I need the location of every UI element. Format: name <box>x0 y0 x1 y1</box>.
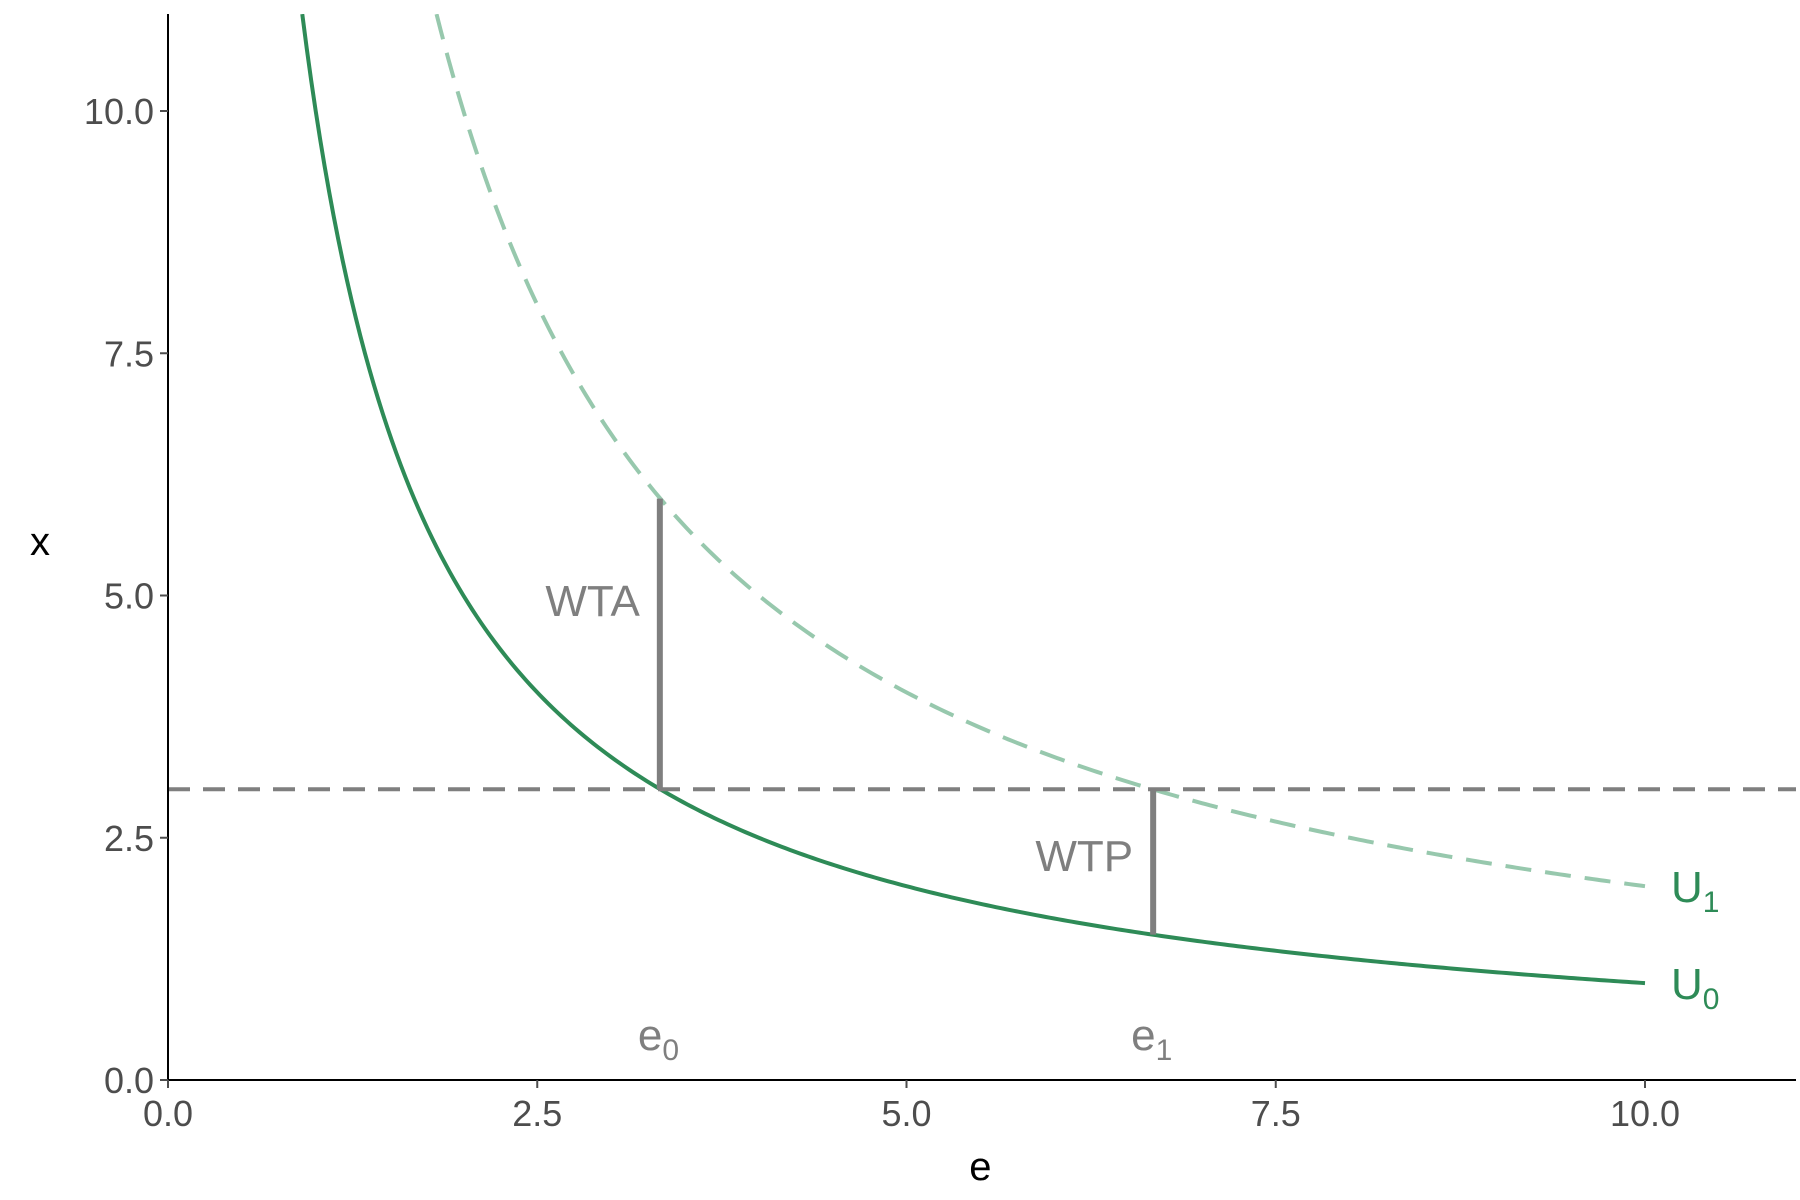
marker-subscript: 0 <box>662 1034 679 1067</box>
x-tick-label: 5.0 <box>881 1093 931 1134</box>
y-tick: 0.0 <box>104 1060 168 1101</box>
x-tick-label: 0.0 <box>143 1093 193 1134</box>
x-tick: 7.5 <box>1251 1080 1301 1134</box>
y-tick: 5.0 <box>104 576 168 617</box>
guides-layer <box>168 498 1796 935</box>
y-tick-label: 0.0 <box>104 1060 154 1101</box>
series-line-u1 <box>434 14 1646 889</box>
curve-label-subscript: 1 <box>1703 886 1720 919</box>
curve-label-u1: U1 <box>1671 863 1719 919</box>
x-tick-label: 7.5 <box>1251 1093 1301 1134</box>
y-tick-label: 5.0 <box>104 576 154 617</box>
marker-label-e0: e0 <box>638 1011 679 1067</box>
series-line-u0 <box>300 14 1646 986</box>
y-axis-title: x <box>30 520 50 564</box>
curve-label-subscript: 0 <box>1703 983 1720 1016</box>
y-tick: 2.5 <box>104 818 168 859</box>
wta-label: WTA <box>545 577 640 626</box>
x-tick-label: 10.0 <box>1610 1093 1680 1134</box>
marker-subscript: 1 <box>1156 1034 1173 1067</box>
x-axis-ticks: 0.0 2.5 5.0 7.5 10.0 <box>143 1080 1680 1134</box>
curves-layer <box>300 14 1646 986</box>
y-tick-label: 2.5 <box>104 818 154 859</box>
y-tick-label: 7.5 <box>104 333 154 374</box>
y-axis-ticks: 0.0 2.5 5.0 7.5 10.0 <box>84 91 168 1101</box>
marker-label-e1: e1 <box>1131 1011 1172 1067</box>
curve-label-u0: U0 <box>1671 960 1719 1016</box>
x-tick: 2.5 <box>512 1080 562 1134</box>
wtp-label: WTP <box>1035 832 1133 881</box>
y-tick: 10.0 <box>84 91 168 132</box>
x-tick-label: 2.5 <box>512 1093 562 1134</box>
y-tick-label: 10.0 <box>84 91 154 132</box>
y-tick: 7.5 <box>104 333 168 374</box>
x-tick: 5.0 <box>881 1080 932 1134</box>
x-tick: 0.0 <box>143 1080 193 1134</box>
x-tick: 10.0 <box>1610 1080 1680 1134</box>
x-axis-title: e <box>969 1145 991 1189</box>
